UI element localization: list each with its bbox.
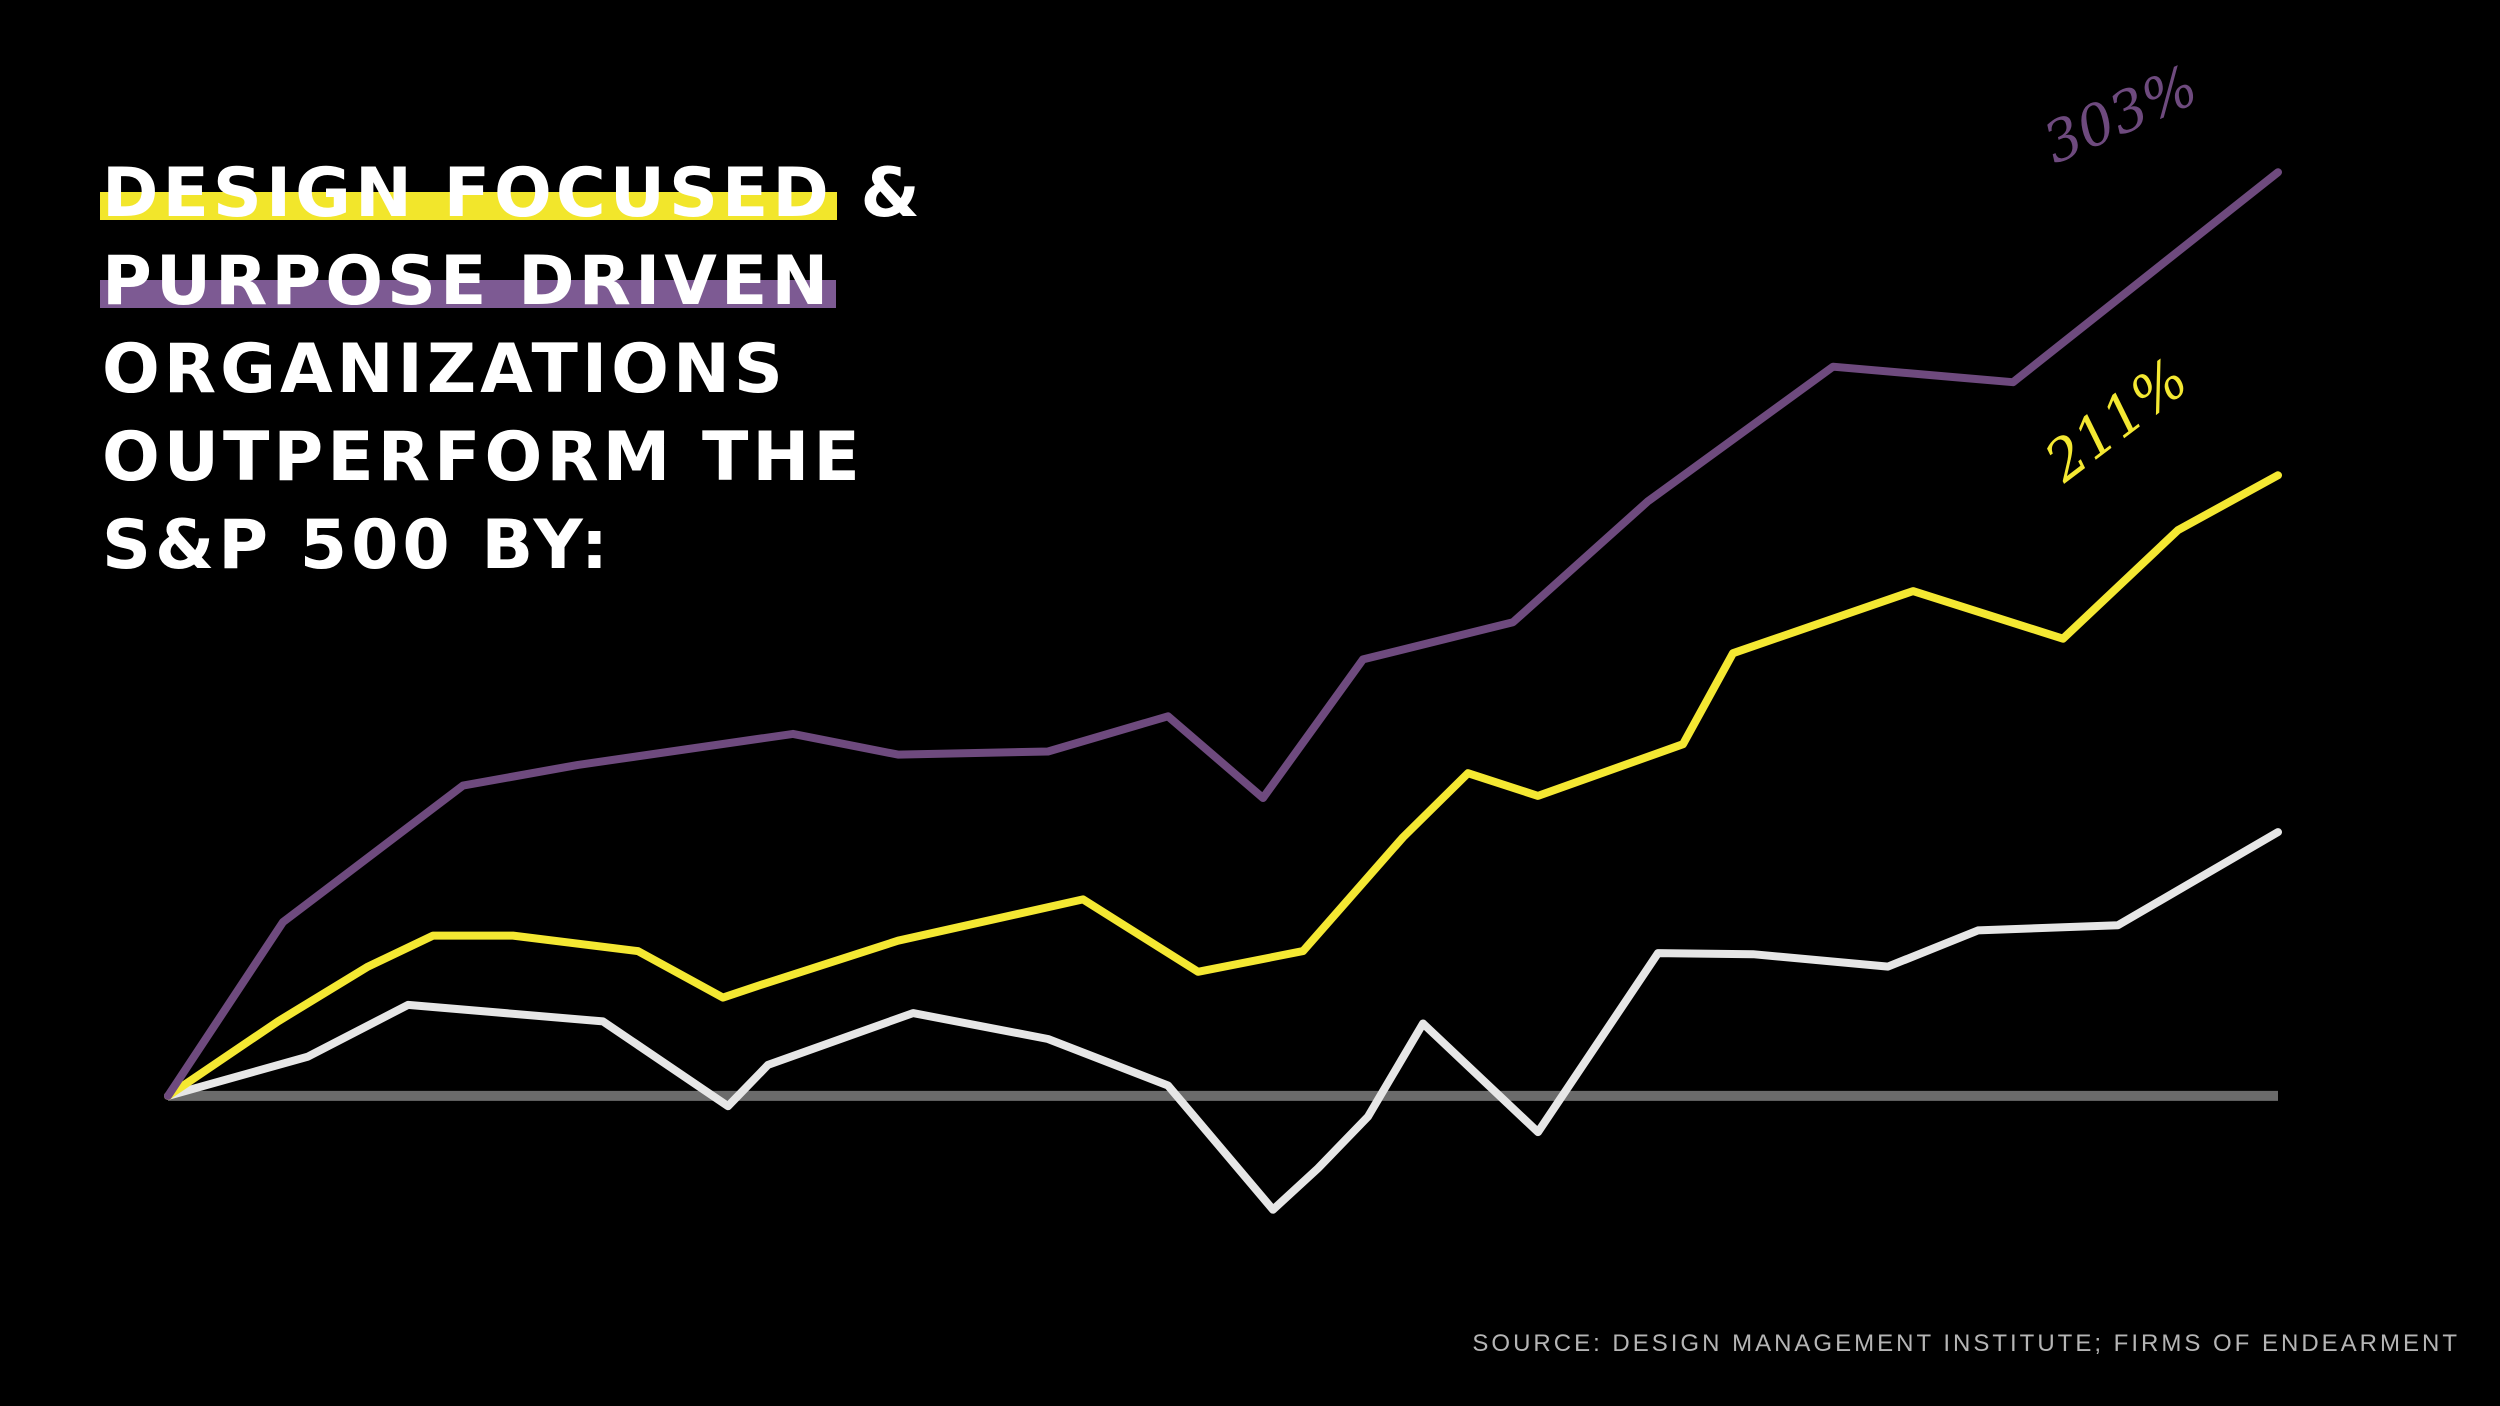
headline-line-5: S&P 500 BY: xyxy=(102,506,613,585)
headline-line-3: ORGANIZATIONS xyxy=(102,330,787,409)
source-note: SOURCE: DESIGN MANAGEMENT INSTITUTE; FIR… xyxy=(1472,1330,2460,1357)
headline: DESIGN FOCUSED & PURPOSE DRIVEN ORGANIZA… xyxy=(99,150,924,590)
headline-line-4: OUTPERFORM THE xyxy=(102,418,864,497)
series-line-2 xyxy=(164,828,2282,1214)
series-line-1 xyxy=(164,471,2282,1100)
end-label-0: 303% xyxy=(2034,53,2207,177)
ampersand: & xyxy=(832,154,924,233)
headline-line-1: DESIGN FOCUSED & xyxy=(100,150,924,238)
highlight-design-focused: DESIGN FOCUSED xyxy=(100,150,837,238)
end-label-1: 211% xyxy=(2033,346,2201,495)
highlight-purpose-driven: PURPOSE DRIVEN xyxy=(99,238,837,326)
headline-line-2: PURPOSE DRIVEN xyxy=(99,238,924,326)
series-line-0 xyxy=(164,168,2282,1100)
